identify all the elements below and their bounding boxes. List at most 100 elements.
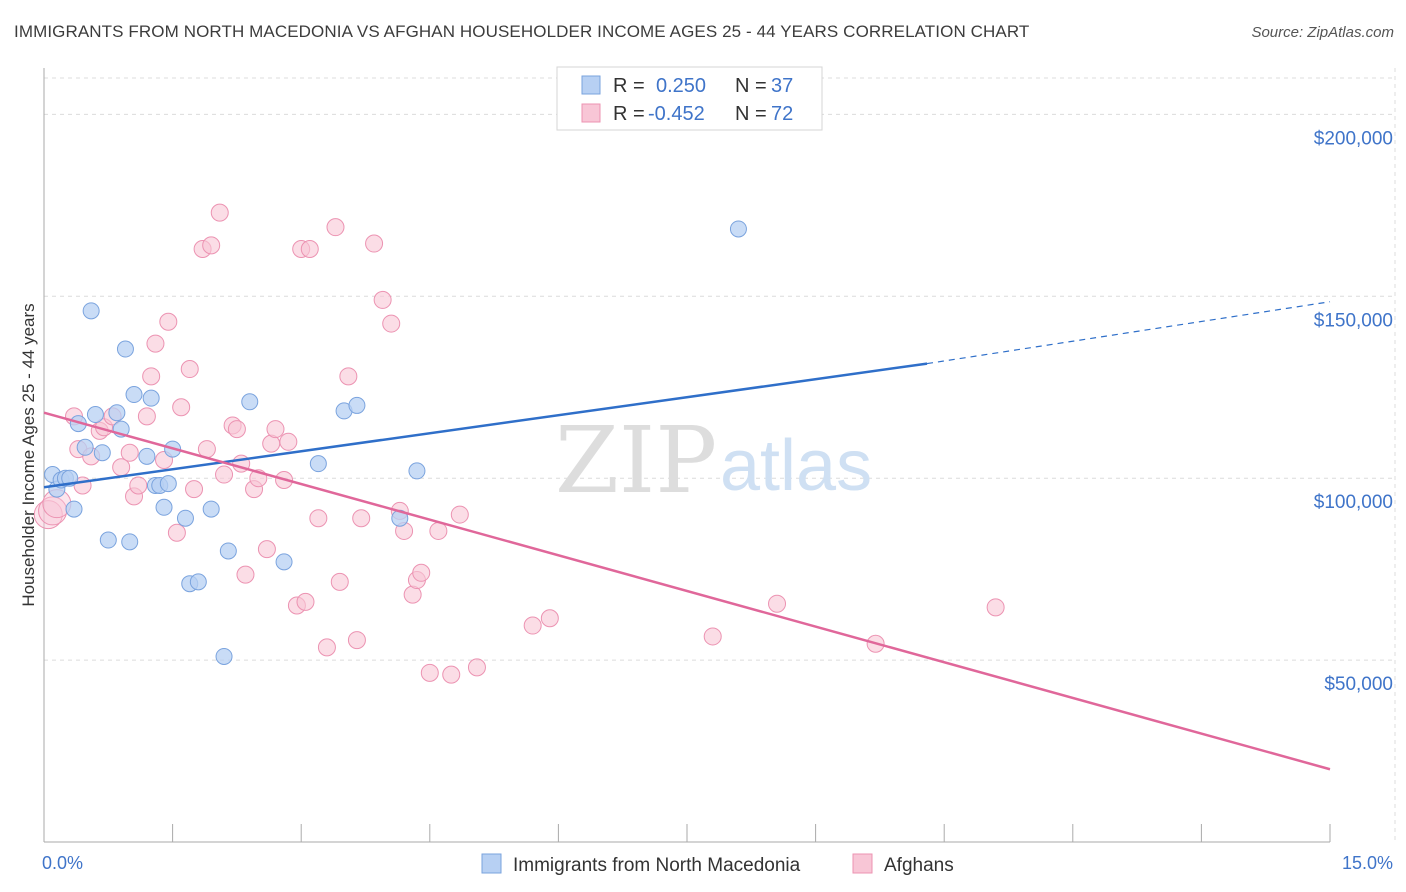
afghans-point-46 <box>330 572 349 591</box>
north-macedonia-point-18 <box>142 389 160 407</box>
north-macedonia-point-12 <box>108 404 126 422</box>
series-swatch-north-macedonia <box>481 853 502 874</box>
afghans-point-68 <box>986 598 1005 617</box>
north-macedonia-point-29 <box>219 542 237 560</box>
trend-lines <box>43 301 1331 771</box>
north-macedonia-point-32 <box>309 455 327 473</box>
y-tick-label-2: $150,000 <box>1314 310 1393 331</box>
north-macedonia-point-30 <box>241 393 259 411</box>
legend-swatch-afghans <box>581 103 601 123</box>
y-tick-labels: $50,000 $100,000 $150,000 $200,000 <box>1314 128 1393 695</box>
afghans-point-42 <box>300 239 319 258</box>
legend-box <box>556 66 823 131</box>
north-macedonia-point-37 <box>729 220 747 238</box>
north-macedonia-point-10 <box>93 444 111 462</box>
afghans-point-50 <box>365 234 384 253</box>
afghans-point-34 <box>257 540 276 559</box>
north-macedonia-point-8 <box>82 302 100 320</box>
north-macedonia-point-26 <box>189 573 207 591</box>
afghans-point-14 <box>137 407 156 426</box>
afghans-point-22 <box>185 480 204 499</box>
north-macedonia-point-28 <box>215 647 233 665</box>
watermark-atlas: atlas <box>720 426 872 506</box>
trend-line-north-macedonia <box>43 362 928 489</box>
north-macedonia-point-14 <box>116 340 134 358</box>
series-name-north-macedonia: Immigrants from North Macedonia <box>513 855 801 876</box>
north-macedonia-point-31 <box>275 553 293 571</box>
afghans-point-26 <box>210 203 229 222</box>
afghans-point-48 <box>347 631 366 650</box>
afghans-point-45 <box>326 218 345 237</box>
north-macedonia-point-34 <box>348 396 366 414</box>
afghans-point-66 <box>768 594 787 613</box>
north-macedonia-point-21 <box>155 498 173 516</box>
afghans-point-61 <box>450 505 469 524</box>
afghans-point-49 <box>352 509 371 528</box>
north-macedonia-points <box>44 220 747 665</box>
afghans-point-58 <box>420 663 439 682</box>
legend-swatch-north-macedonia <box>581 75 601 95</box>
afghans-point-59 <box>429 521 448 540</box>
series-name-afghans: Afghans <box>884 855 954 876</box>
watermark: ZIP atlas <box>555 407 872 514</box>
afghans-point-57 <box>412 563 431 582</box>
x-tick-label-0: 0.0% <box>42 853 83 873</box>
legend-r-value-a: 0.250 <box>656 75 706 97</box>
chart-title: IMMIGRANTS FROM NORTH MACEDONIA VS AFGHA… <box>14 22 1030 41</box>
afghans-point-51 <box>373 290 392 309</box>
y-tick-label-3: $200,000 <box>1314 128 1393 149</box>
afghans-point-18 <box>159 312 178 331</box>
legend-r-label-b: R = <box>613 103 645 125</box>
afghans-point-52 <box>382 314 401 333</box>
axes <box>43 68 1331 843</box>
series-legend: Immigrants from North Macedonia Afghans <box>481 853 954 876</box>
north-macedonia-point-5 <box>65 500 83 518</box>
afghans-point-44 <box>317 638 336 657</box>
afghans-point-29 <box>227 420 246 439</box>
series-swatch-afghans <box>852 853 873 874</box>
afghans-point-41 <box>296 592 315 611</box>
stats-legend: R = 0.250 N = 37 R = -0.452 N = 72 <box>556 66 823 131</box>
afghans-point-19 <box>167 523 186 542</box>
north-macedonia-point-7 <box>76 438 94 456</box>
legend-r-label-a: R = <box>613 75 645 97</box>
north-macedonia-point-15 <box>121 533 139 551</box>
afghans-point-47 <box>339 367 358 386</box>
trend-line-north-macedonia-extension <box>926 301 1331 365</box>
north-macedonia-point-17 <box>138 447 156 465</box>
trend-line-afghans <box>43 411 1331 771</box>
afghans-point-15 <box>142 367 161 386</box>
afghans-point-38 <box>279 432 298 451</box>
afghans-point-31 <box>236 565 255 584</box>
north-macedonia-point-16 <box>125 386 143 404</box>
afghans-point-43 <box>309 509 328 528</box>
afghans-point-11 <box>120 443 139 462</box>
afghans-point-21 <box>180 360 199 379</box>
legend-n-value-a: 37 <box>771 75 793 97</box>
legend-n-label-b: N = <box>735 103 767 125</box>
y-axis-label: Householder Income Ages 25 - 44 years <box>19 303 38 606</box>
afghans-point-36 <box>266 420 285 439</box>
x-tick-label-1: 15.0% <box>1342 853 1393 873</box>
north-macedonia-point-27 <box>202 500 220 518</box>
north-macedonia-point-36 <box>408 462 426 480</box>
afghans-point-13 <box>129 476 148 495</box>
north-macedonia-point-11 <box>99 531 117 549</box>
legend-n-label-a: N = <box>735 75 767 97</box>
y-tick-label-1: $100,000 <box>1314 492 1393 513</box>
afghans-point-16 <box>146 334 165 353</box>
afghans-point-63 <box>523 616 542 635</box>
x-tick-labels: 0.0% 15.0% <box>42 853 1393 873</box>
afghans-point-64 <box>540 609 559 628</box>
north-macedonia-point-22 <box>159 475 177 493</box>
watermark-zip: ZIP <box>555 407 717 514</box>
afghans-point-20 <box>172 398 191 417</box>
source-credit: Source: ZipAtlas.com <box>1251 24 1394 41</box>
legend-r-value-b: -0.452 <box>648 103 705 125</box>
legend-n-value-b: 72 <box>771 103 793 125</box>
afghans-point-27 <box>215 465 234 484</box>
north-macedonia-point-9 <box>86 406 104 424</box>
y-tick-label-0: $50,000 <box>1324 674 1393 695</box>
afghans-point-65 <box>703 627 722 646</box>
